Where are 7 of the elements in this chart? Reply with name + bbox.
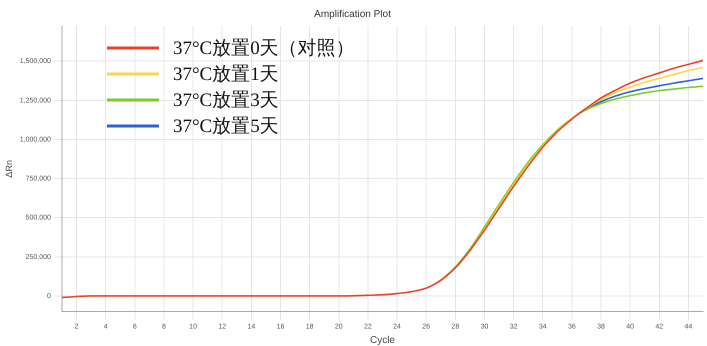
legend-label: 37°C放置1天 bbox=[172, 64, 279, 85]
x-axis-title: Cycle bbox=[370, 334, 396, 346]
chart-title: Amplification Plot bbox=[314, 8, 392, 20]
y-axis-title: ΔRn bbox=[4, 160, 14, 178]
legend-label: 37°C放置5天 bbox=[172, 116, 279, 137]
legend-label: 37°C放置3天 bbox=[172, 90, 279, 111]
legend-label: 37°C放置0天（对照） bbox=[172, 38, 355, 59]
